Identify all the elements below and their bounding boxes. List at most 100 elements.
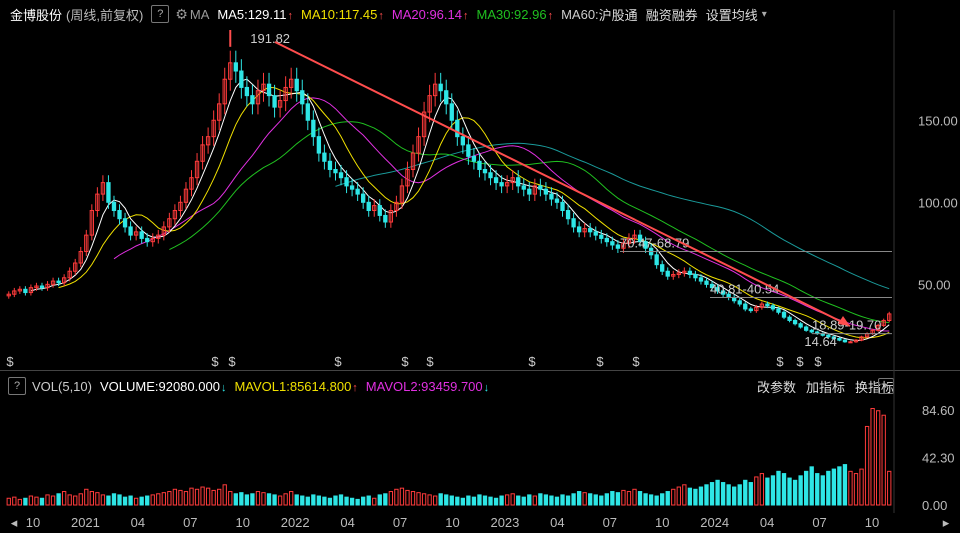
- candle-body: [217, 103, 222, 121]
- ma20-value: MA20:96.14↑: [391, 6, 469, 22]
- candle-body: [255, 90, 261, 105]
- candle-body: [565, 210, 571, 220]
- candle-body: [604, 237, 609, 243]
- volume-bar: [477, 494, 482, 506]
- menu-set-ma[interactable]: 设置均线: [705, 7, 758, 23]
- low-label: 14.64: [804, 334, 837, 349]
- add-indicator-button[interactable]: 加指标: [805, 379, 845, 395]
- chevron-down-icon[interactable]: ▾: [761, 8, 767, 20]
- candle-body: [759, 303, 765, 308]
- volume-bar: [471, 496, 477, 506]
- volume-bar: [255, 491, 261, 506]
- candle-body: [289, 78, 294, 88]
- volume-header: ? VOL(5,10) VOLUME:92080.000↓ MAVOL1:856…: [0, 374, 960, 398]
- volume-bar: [239, 492, 244, 506]
- candle-body: [139, 231, 144, 239]
- volume-bar: [45, 494, 50, 506]
- x-tick-label: 10: [236, 515, 250, 530]
- volume-bar: [565, 495, 571, 506]
- help-icon[interactable]: ?: [151, 5, 170, 23]
- volume-bar: [172, 488, 178, 506]
- volume-bar: [798, 475, 803, 506]
- volume-bar: [405, 489, 410, 506]
- candle-body: [527, 188, 532, 195]
- volume-bar: [78, 493, 83, 506]
- gear-icon[interactable]: ⚙: [175, 5, 188, 22]
- y-tick-label: 50.00: [918, 277, 951, 292]
- candle-body: [743, 303, 748, 310]
- candle-body: [660, 264, 665, 272]
- candle-body: [311, 119, 316, 138]
- trend-arrow-head: [838, 316, 850, 326]
- candle-body: [178, 201, 183, 212]
- x-tick-label: 04: [550, 515, 564, 530]
- candle-body: [50, 280, 56, 285]
- menu-hgt[interactable]: 沪股通: [598, 7, 638, 23]
- volume-bar: [421, 493, 427, 506]
- menu-margin[interactable]: 融资融券: [645, 7, 698, 23]
- volume-bar: [244, 494, 250, 506]
- volume-bar: [12, 496, 17, 506]
- candle-body: [610, 241, 615, 246]
- candle-body: [172, 210, 178, 220]
- candle-body: [560, 201, 565, 212]
- switch-indicator-button[interactable]: 换指标: [854, 379, 894, 395]
- volume-bar: [709, 482, 715, 506]
- event-marker-icon: $: [228, 354, 236, 369]
- candle-body: [765, 303, 770, 307]
- volume-bar: [466, 495, 471, 506]
- volume-bar: [56, 493, 61, 506]
- candle-body: [261, 83, 266, 92]
- volume-bar: [637, 491, 643, 506]
- volume-bar: [410, 491, 416, 506]
- ma10-value: MA10:117.45↑: [301, 6, 384, 22]
- candle-body: [239, 70, 244, 88]
- vol-tick-label: 84.60: [922, 403, 955, 418]
- volume-bar: [754, 476, 759, 506]
- candle-body: [23, 288, 28, 294]
- candle-body: [277, 100, 283, 108]
- volume-bar: [327, 497, 333, 506]
- candle-body: [377, 205, 382, 216]
- vol-help-icon[interactable]: ?: [8, 377, 26, 395]
- volume-bar: [161, 492, 166, 506]
- change-params-button[interactable]: 改参数: [756, 379, 796, 395]
- volume-bar: [737, 484, 742, 506]
- candle-body: [521, 185, 526, 190]
- candle-body: [100, 182, 106, 195]
- candle-body: [432, 83, 438, 97]
- volume-bar: [95, 492, 100, 506]
- candle-body: [372, 205, 377, 212]
- vol-tick-label: 0.00: [922, 498, 947, 513]
- volume-bar: [510, 493, 515, 506]
- event-marker-icon: $: [796, 354, 804, 369]
- candle-body: [538, 185, 543, 190]
- candle-body: [416, 136, 421, 154]
- volume-bar: [139, 496, 144, 506]
- candle-body: [421, 111, 427, 138]
- candle-body: [709, 283, 715, 289]
- candle-body: [410, 152, 416, 170]
- volume-bar: [100, 494, 106, 506]
- volume-bar: [571, 493, 576, 506]
- volume-bar: [361, 496, 366, 506]
- ma30-value: MA30:92.96↑: [476, 6, 554, 22]
- candle-body: [427, 95, 432, 113]
- volume-bar: [122, 496, 128, 506]
- volume-bar: [67, 494, 72, 506]
- volume-bar: [294, 494, 299, 506]
- volume-bar: [89, 491, 94, 506]
- volume-bar: [200, 486, 205, 506]
- volume-bar: [283, 493, 288, 506]
- volume-bar: [399, 487, 405, 506]
- ma60-line: [335, 142, 890, 290]
- vol-title: VOL(5,10): [32, 378, 92, 394]
- volume-bar: [870, 407, 875, 506]
- candle-body: [460, 136, 466, 146]
- x-tick-label: 07: [183, 515, 197, 530]
- candle-body: [471, 155, 477, 162]
- x-tick-label: 10: [445, 515, 459, 530]
- volume-bar: [482, 495, 488, 506]
- candle-body: [532, 185, 537, 195]
